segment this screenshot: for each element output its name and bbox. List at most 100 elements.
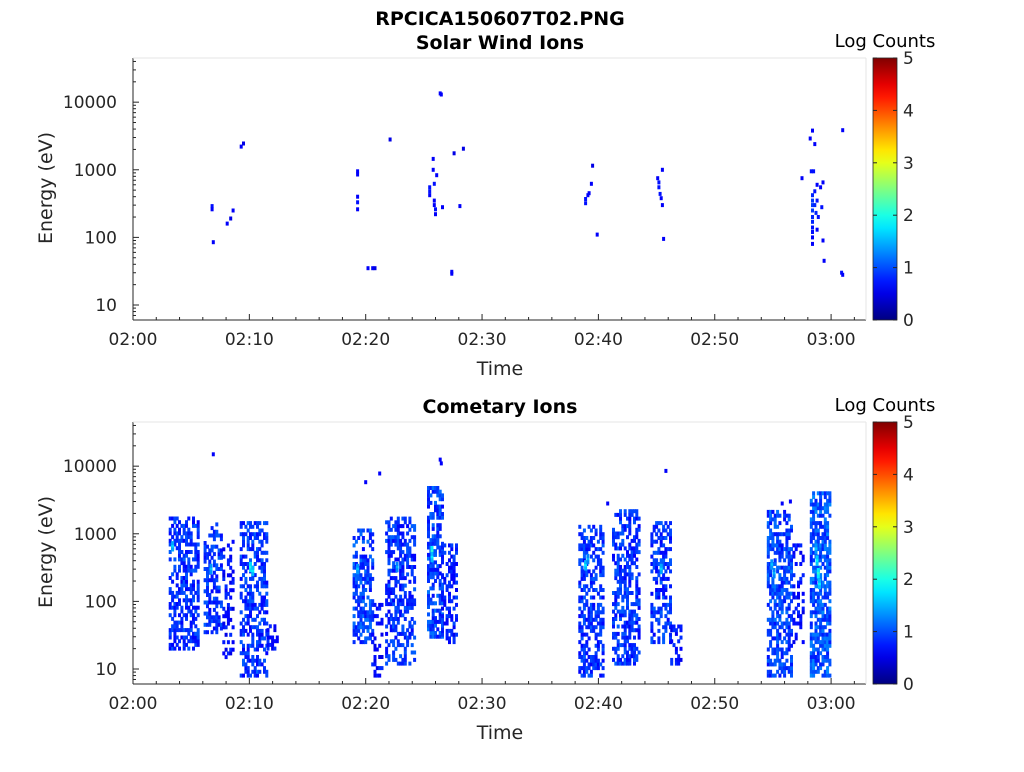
cometary-cell	[628, 646, 632, 651]
cometary-cell	[766, 543, 770, 548]
cometary-cell	[635, 565, 639, 569]
cometary-cell	[780, 584, 784, 589]
cometary-cell	[196, 527, 200, 532]
cometary-cell	[650, 532, 654, 537]
cometary-cell	[249, 576, 252, 581]
cometary-cell	[180, 628, 184, 633]
cometary-cell	[630, 538, 634, 543]
cometary-cell	[669, 621, 672, 626]
cometary-cell	[657, 610, 661, 615]
cometary-cell	[626, 516, 629, 521]
solar-wind-cell	[461, 146, 465, 151]
cometary-cell	[635, 527, 639, 532]
cometary-cell	[263, 576, 266, 581]
cometary-cell	[619, 568, 622, 573]
cometary-cell	[171, 579, 175, 584]
cometary-cell	[364, 617, 368, 622]
cometary-cell	[778, 673, 782, 678]
cometary-cell	[616, 546, 620, 551]
cometary-cell	[589, 543, 593, 548]
cometary-cell	[797, 543, 800, 548]
cometary-cell	[168, 550, 172, 554]
cometary-cell	[783, 669, 787, 674]
cometary-cell	[387, 654, 391, 659]
cometary-cell	[171, 572, 175, 577]
cometary-cell	[246, 562, 250, 566]
cometary-cell	[659, 521, 663, 526]
cometary-cell	[431, 526, 435, 531]
cometary-cell	[427, 623, 430, 628]
cometary-hotspot-cell	[818, 582, 821, 587]
cometary-cell	[392, 650, 396, 655]
cometary-cell	[664, 554, 668, 559]
cometary-cell	[619, 512, 622, 517]
cometary-cell	[406, 557, 410, 562]
cometary-cell	[809, 625, 813, 630]
cometary-cell	[182, 527, 186, 532]
cometary-cell	[635, 546, 639, 551]
cometary-cell	[801, 599, 805, 604]
cometary-cell	[655, 595, 659, 600]
cometary-cell	[364, 480, 368, 485]
cometary-cell	[635, 576, 639, 581]
cometary-cell	[776, 647, 780, 652]
cometary-cell	[438, 616, 442, 621]
cometary-cell	[399, 631, 403, 636]
cometary-cell	[168, 576, 172, 580]
cometary-cell	[589, 584, 593, 589]
cometary-cell	[628, 546, 632, 551]
cometary-cell	[812, 673, 816, 678]
cometary-cell	[621, 654, 625, 659]
cometary-cell	[196, 590, 200, 595]
cometary-cell	[173, 624, 177, 629]
cometary-cell	[222, 606, 226, 611]
cometary-cell	[265, 669, 269, 674]
cometary-cell	[821, 640, 825, 645]
cometary-cell	[662, 558, 666, 563]
cometary-cell	[385, 646, 389, 651]
cometary-cell	[253, 550, 257, 555]
cometary-cell	[626, 591, 629, 595]
cometary-cell	[401, 535, 405, 540]
cometary-cell	[776, 651, 780, 656]
cometary-cell	[783, 588, 787, 592]
cometary-cell	[385, 661, 389, 666]
cometary-cell	[434, 504, 437, 509]
cometary-cell	[180, 583, 184, 588]
cometary-hotspot-cell	[356, 570, 360, 575]
cometary-cell	[206, 578, 209, 583]
cometary-cell	[614, 646, 618, 651]
cometary-cell	[794, 595, 798, 600]
cometary-cell	[821, 636, 825, 641]
cometary-cell	[180, 609, 184, 614]
cometary-cell	[215, 578, 219, 583]
cometary-cell	[778, 573, 782, 578]
cometary-cell	[441, 541, 444, 546]
cometary-cell	[168, 628, 172, 633]
cometary-cell	[392, 550, 396, 555]
cometary-cell	[794, 621, 798, 626]
cometary-cell	[612, 591, 615, 595]
cometary-cell	[399, 524, 403, 529]
cometary-cell	[249, 602, 252, 607]
solar-wind-plot-area: 02:00 02:10 02:20 02:30 02:40 02:50 03:0010100…	[63, 49, 914, 350]
cometary-cell	[674, 657, 678, 662]
cometary-cell	[401, 565, 405, 569]
cometary-cell	[231, 569, 235, 574]
cometary-cell	[826, 521, 830, 526]
cometary-cell	[260, 636, 264, 641]
cometary-cell	[812, 565, 816, 570]
cometary-cell	[359, 558, 363, 563]
cometary-cell	[265, 599, 269, 604]
cometary-cell	[387, 572, 391, 577]
cometary-cell	[438, 586, 442, 591]
cometary-cell	[455, 614, 458, 619]
cometary-cell	[182, 635, 186, 640]
cometary-cell	[168, 538, 172, 543]
cometary-cell	[616, 643, 620, 648]
cometary-cell	[823, 591, 827, 596]
cometary-cell	[192, 583, 195, 588]
cometary-cell	[587, 539, 591, 544]
cometary-cell	[585, 643, 589, 648]
cometary-cell	[664, 569, 668, 574]
